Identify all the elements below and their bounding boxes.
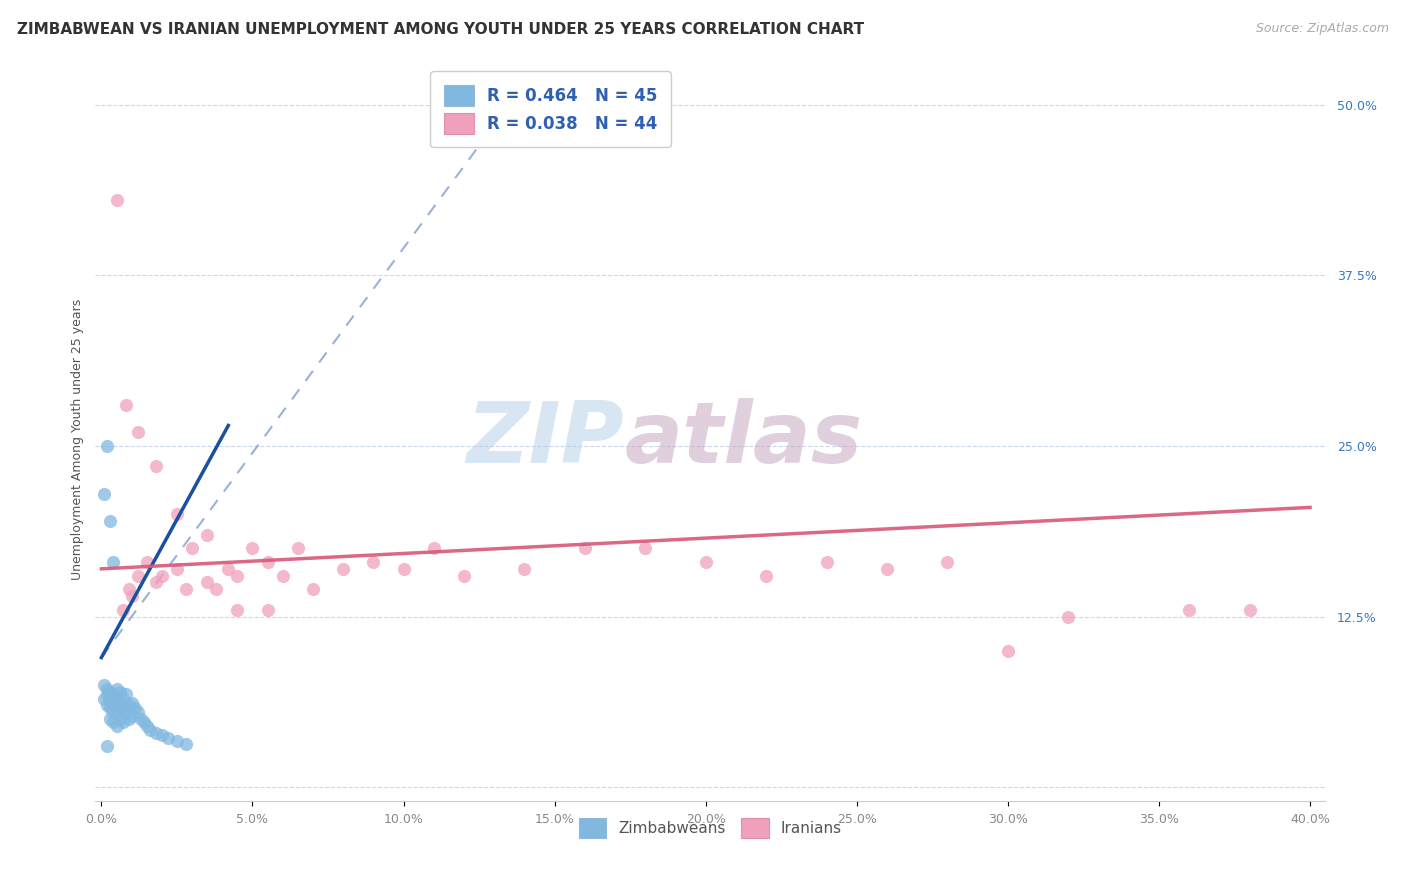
Point [453, 568, 475, 582]
Point [93, 678, 115, 692]
Point [105, 705, 128, 719]
Point [108, 698, 131, 713]
Point [105, 194, 128, 208]
Point [93, 487, 115, 501]
Point [634, 541, 657, 556]
Point [127, 568, 149, 582]
Point [114, 705, 136, 719]
Point [111, 691, 134, 706]
Point [103, 687, 125, 701]
Point [174, 737, 197, 751]
Text: ZIP: ZIP [467, 398, 624, 481]
Point [100, 701, 122, 715]
Point [127, 425, 149, 440]
Point [302, 582, 325, 597]
Point [997, 644, 1019, 658]
Point [105, 681, 128, 696]
Point [93, 691, 115, 706]
Point [103, 696, 125, 710]
Text: ZIMBABWEAN VS IRANIAN UNEMPLOYMENT AMONG YOUTH UNDER 25 YEARS CORRELATION CHART: ZIMBABWEAN VS IRANIAN UNEMPLOYMENT AMONG… [17, 22, 865, 37]
Point [242, 541, 264, 556]
Point [117, 698, 139, 713]
Point [181, 541, 204, 556]
Point [117, 712, 139, 726]
Point [127, 705, 149, 719]
Point [145, 459, 167, 474]
Point [174, 582, 197, 597]
Point [100, 691, 122, 706]
Point [96, 439, 118, 453]
Point [1239, 603, 1261, 617]
Point [111, 603, 134, 617]
Point [226, 603, 249, 617]
Point [226, 568, 249, 582]
Point [423, 541, 446, 556]
Point [105, 719, 128, 733]
Point [96, 687, 118, 701]
Point [105, 691, 128, 706]
Point [513, 562, 536, 576]
Point [103, 555, 125, 569]
Point [96, 698, 118, 713]
Point [271, 568, 294, 582]
Point [121, 709, 143, 723]
Point [166, 734, 188, 748]
Point [100, 684, 122, 698]
Point [129, 712, 152, 726]
Point [695, 555, 717, 569]
Point [135, 719, 157, 733]
Point [150, 728, 173, 742]
Legend: Zimbabweans, Iranians: Zimbabweans, Iranians [572, 812, 848, 844]
Point [936, 555, 959, 569]
Point [217, 562, 239, 576]
Point [876, 562, 898, 576]
Point [117, 582, 139, 597]
Point [100, 514, 122, 528]
Point [111, 701, 134, 715]
Point [392, 562, 415, 576]
Point [114, 687, 136, 701]
Point [205, 582, 228, 597]
Point [100, 712, 122, 726]
Point [256, 603, 278, 617]
Point [363, 555, 385, 569]
Point [815, 555, 838, 569]
Y-axis label: Unemployment Among Youth under 25 years: Unemployment Among Youth under 25 years [72, 299, 84, 580]
Point [103, 705, 125, 719]
Point [1178, 603, 1201, 617]
Point [111, 714, 134, 729]
Point [139, 723, 162, 737]
Point [195, 527, 218, 541]
Text: atlas: atlas [624, 398, 862, 481]
Point [103, 714, 125, 729]
Point [145, 575, 167, 590]
Point [114, 398, 136, 412]
Point [156, 731, 179, 745]
Text: Source: ZipAtlas.com: Source: ZipAtlas.com [1256, 22, 1389, 36]
Point [287, 541, 309, 556]
Point [124, 701, 146, 715]
Point [121, 589, 143, 603]
Point [574, 541, 596, 556]
Point [108, 712, 131, 726]
Point [150, 568, 173, 582]
Point [121, 696, 143, 710]
Point [195, 575, 218, 590]
Point [135, 555, 157, 569]
Point [256, 555, 278, 569]
Point [755, 568, 778, 582]
Point [108, 684, 131, 698]
Point [1057, 609, 1080, 624]
Point [332, 562, 354, 576]
Point [145, 725, 167, 739]
Point [96, 739, 118, 754]
Point [132, 714, 155, 729]
Point [166, 562, 188, 576]
Point [96, 681, 118, 696]
Point [166, 507, 188, 521]
